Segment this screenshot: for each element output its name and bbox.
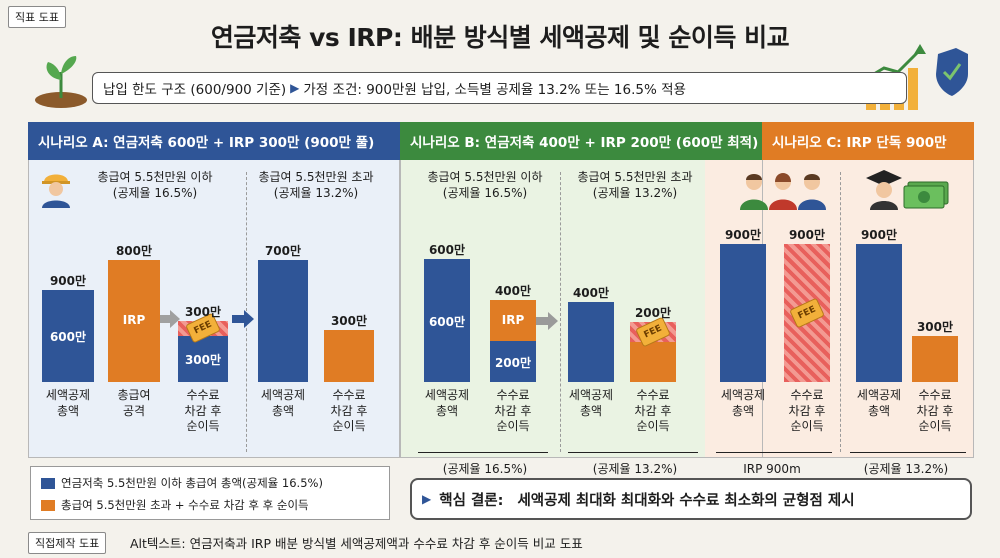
bar-total-label: 400만 [572, 286, 610, 300]
legend-item-orange: 총급여 5.5천만원 초과 + 수수료 차감 후 후 순이득 [41, 497, 309, 513]
scenario-a-group1-label: 총급여 5.5천만원 이하 (공제율 16.5%) [97, 170, 213, 200]
worker-icon [42, 174, 70, 208]
scenario-c-foot1: IRP 900m [743, 462, 801, 476]
bar-total-label: 600만 [428, 243, 466, 257]
bar-segment-label: 600만 [49, 330, 87, 345]
bar-total-label: 900만 [860, 228, 898, 243]
scenario-c-axis1 [716, 452, 832, 453]
scenario-b-header: 시나리오 B: 연금저축 400만 + IRP 200만 (600만 최적) [400, 122, 762, 160]
category-label: 세액공제 총액 [45, 388, 91, 418]
bar-total-label: 800만 [115, 243, 153, 258]
scenario-a-group2-label: 총급여 5.5천만원 초과 (공제율 13.2%) [258, 170, 374, 200]
category-label: 세액공제 총액 [260, 388, 306, 418]
conclusion-label: 핵심 결론: [439, 492, 504, 509]
assumption-text: 가정 조건: 900만원 납입, 소득별 공제율 13.2% 또는 16.5% … [303, 82, 686, 98]
scenario-b-divider [560, 172, 561, 452]
alt-text: Alt텍스트: 연금저축과 IRP 배분 방식별 세액공제액과 수수료 차감 후… [130, 536, 583, 551]
category-label: 세액공제 총액 [856, 388, 902, 418]
play-arrow-icon: ▶ [422, 492, 432, 506]
bar-segment-label: IRP [501, 312, 525, 327]
scenario-b-group1-label: 총급여 5.5천만원 이하 (공제율 16.5%) [427, 170, 543, 200]
bar-segment [856, 244, 902, 382]
bar-segment [324, 329, 374, 382]
bar-segment-label: IRP [122, 312, 146, 327]
category-label: 수수료 차감 후 순이득 [184, 388, 222, 434]
category-label: 수수료 차감 후 순이득 [494, 388, 532, 434]
footer-tag: 직접제작 도표 [28, 532, 107, 554]
bar-segment [568, 302, 614, 382]
scenario-c-axis2 [850, 452, 966, 453]
flow-arrow-icon [536, 312, 558, 330]
legend-swatch [41, 477, 55, 489]
scenario-c-header: 시나리오 C: IRP 단독 900만 [762, 122, 974, 160]
graduate-money-icon [866, 170, 949, 210]
scenario-b-axis2 [568, 452, 698, 453]
category-label: 수수료 차감 후 순이득 [634, 388, 672, 434]
category-label: 총급여 공격 [117, 388, 151, 418]
bar-segment [630, 342, 676, 382]
category-label: 세액공제 총액 [720, 388, 766, 418]
bar-total-label: 900만 [49, 274, 87, 289]
scenario-a-header: 시나리오 A: 연금저축 600만 + IRP 300만 (900만 풀) [28, 122, 400, 160]
bar-total-label: 900만 [788, 228, 826, 243]
flow-arrow-icon [158, 310, 180, 328]
play-arrow-icon: ▶ [290, 81, 300, 95]
conclusion-box: ▶ 핵심 결론: 세액공제 최대화 최대화와 수수료 최소화의 균형점 제시 [410, 478, 972, 520]
plant-icon [35, 56, 87, 108]
fee-tag-icon: FEE [789, 297, 825, 329]
legend-label: 총급여 5.5천만원 초과 + 수수료 차감 후 후 순이득 [61, 498, 309, 512]
scenario-b-foot2: (공제율 13.2%) [592, 462, 678, 476]
legend-label: 연금저축 5.5천만원 이하 총급여 총액(공제율 16.5%) [61, 476, 323, 490]
bar-total-label: 300만 [916, 320, 954, 335]
bar-segment: 600만 [42, 290, 94, 382]
bar-segment: 300만 [178, 336, 228, 382]
category-label: 세액공제 총액 [568, 388, 614, 418]
bar-segment: IRP [108, 259, 160, 382]
bar-segment [258, 259, 308, 382]
bar-segment-label: 300만 [184, 353, 222, 368]
bar-total-label: 200만 [634, 306, 672, 320]
top-tag: 직표 도표 [8, 6, 66, 28]
category-label: 수수료 차감 후 순이득 [330, 388, 368, 434]
bar-total-label: 300만 [184, 304, 222, 319]
limit-structure-text: 납입 한도 구조 (600/900 기준) [103, 82, 287, 98]
bar-total-label: 700만 [264, 243, 302, 258]
scenario-b-foot1: (공제율 16.5%) [442, 462, 528, 476]
scenario-a-divider [246, 172, 247, 452]
category-label: 세액공제 총액 [424, 388, 470, 418]
conclusion-text: 세액공제 최대화 최대화와 수수료 최소화의 균형점 제시 [517, 492, 855, 509]
bar-segment [912, 336, 958, 382]
legend-swatch [41, 499, 55, 511]
bar-segment: FEE [178, 313, 228, 344]
bar-total-label: 300만 [330, 313, 368, 328]
people-icon [740, 173, 826, 210]
legend-item-blue: 연금저축 5.5천만원 이하 총급여 총액(공제율 16.5%) [41, 475, 323, 491]
scenario-a-panel [28, 122, 400, 458]
bar-total-label: 400만 [494, 284, 532, 298]
bar-total-label: 900만 [724, 228, 762, 243]
bar-segment: FEE [784, 244, 830, 382]
assumption-bar: 납입 한도 구조 (600/900 기준) ▶ 가정 조건: 900만원 납입,… [92, 72, 907, 104]
category-label: 수수료 차감 후 순이득 [916, 388, 954, 434]
bar-segment [720, 244, 766, 382]
scenario-c-divider [840, 172, 841, 452]
bar-segment-label: 200만 [494, 355, 532, 370]
bar-segment: 600만 [424, 259, 470, 382]
bar-segment: FEE [630, 316, 676, 348]
bar-segment: 200만 [490, 341, 536, 382]
legend: 연금저축 5.5천만원 이하 총급여 총액(공제율 16.5%) 총급여 5.5… [30, 466, 390, 520]
scenario-b-axis1 [418, 452, 548, 453]
category-label: 수수료 차감 후 순이득 [788, 388, 826, 434]
flow-arrow-icon [232, 310, 254, 328]
bar-segment-label: 600만 [428, 314, 466, 329]
scenario-c-foot2: (공제율 13.2%) [863, 462, 949, 476]
bar-segment: IRP [490, 300, 536, 341]
scenario-b-group2-label: 총급여 5.5천만원 초과 (공제율 13.2%) [577, 170, 693, 200]
page-title: 연금저축 vs IRP: 배분 방식별 세액공제 및 순이득 비교 [210, 23, 790, 52]
